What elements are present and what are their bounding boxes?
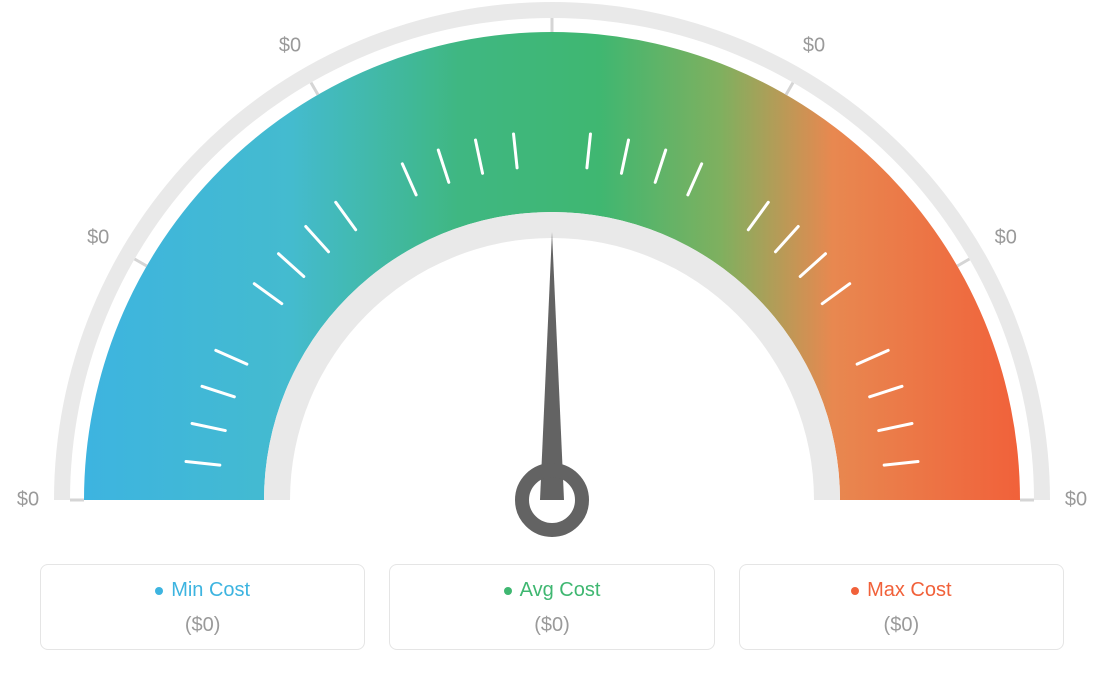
legend-dot-max (851, 587, 859, 595)
legend-title-min: Min Cost (155, 579, 250, 602)
chart-container: $0$0$0$0$0$0$0 Min Cost ($0) Avg Cost ($… (0, 0, 1104, 690)
gauge-tick-label: $0 (87, 227, 109, 250)
legend-card-max: Max Cost ($0) (739, 564, 1064, 650)
gauge-tick-label: $0 (1065, 489, 1087, 512)
legend-title-avg: Avg Cost (504, 579, 601, 602)
legend-value-avg: ($0) (400, 614, 703, 637)
legend-dot-min (155, 587, 163, 595)
gauge-area: $0$0$0$0$0$0$0 (0, 0, 1104, 560)
legend-card-min: Min Cost ($0) (40, 564, 365, 650)
legend-value-max: ($0) (750, 614, 1053, 637)
legend-label-avg: Avg Cost (520, 579, 601, 602)
gauge-tick-label: $0 (17, 489, 39, 512)
gauge-tick-label: $0 (995, 227, 1017, 250)
gauge-tick-label: $0 (803, 35, 825, 58)
legend-dot-avg (504, 587, 512, 595)
legend-label-min: Min Cost (171, 579, 250, 602)
gauge-tick-label: $0 (279, 35, 301, 58)
legend-value-min: ($0) (51, 614, 354, 637)
legend-label-max: Max Cost (867, 579, 951, 602)
legend-card-avg: Avg Cost ($0) (389, 564, 714, 650)
legend-row: Min Cost ($0) Avg Cost ($0) Max Cost ($0… (0, 564, 1104, 650)
gauge-svg (0, 0, 1104, 560)
legend-title-max: Max Cost (851, 579, 951, 602)
